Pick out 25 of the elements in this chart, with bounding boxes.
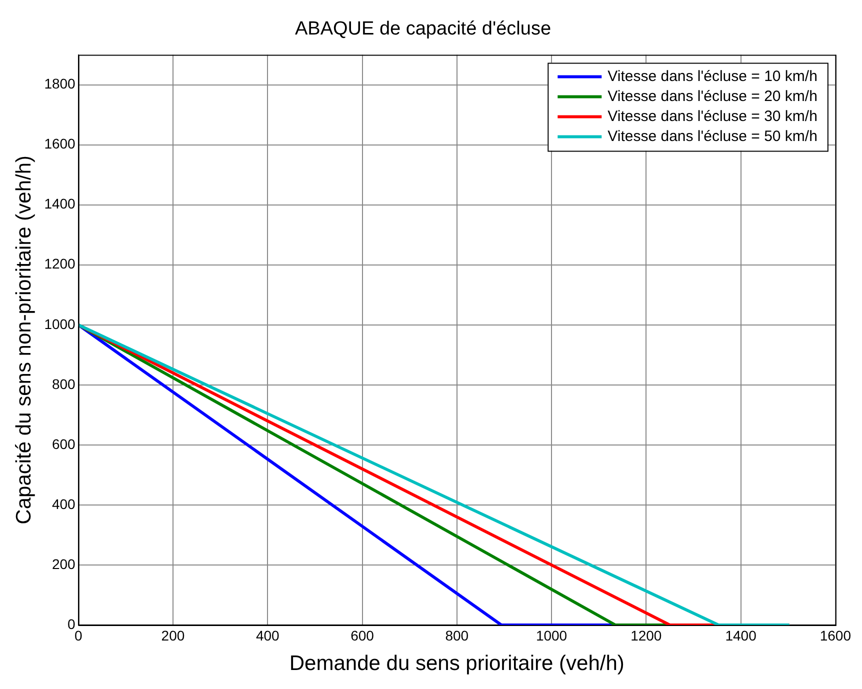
x-tick-label: 1400	[725, 627, 757, 644]
y-tick-label: 400	[52, 496, 76, 512]
y-tick-label: 800	[52, 376, 76, 392]
legend-label: Vitesse dans l'écluse = 30 km/h	[608, 108, 818, 125]
legend-label: Vitesse dans l'écluse = 50 km/h	[608, 128, 818, 145]
x-tick-label: 600	[350, 627, 374, 644]
x-tick-label: 1200	[630, 627, 662, 644]
y-tick-label: 1800	[44, 76, 76, 92]
legend-label: Vitesse dans l'écluse = 20 km/h	[608, 88, 818, 105]
x-axis-title: Demande du sens prioritaire (veh/h)	[289, 652, 624, 676]
chart-title: ABAQUE de capacité d'écluse	[294, 18, 552, 40]
y-tick-label: 1200	[44, 256, 76, 272]
y-tick-label: 1400	[44, 196, 76, 212]
x-tick-label: 1600	[820, 627, 852, 644]
y-tick-label: 1000	[44, 316, 76, 332]
x-tick-label: 800	[445, 627, 469, 644]
y-tick-label: 200	[52, 556, 76, 572]
y-tick-label: 600	[52, 436, 76, 452]
x-tick-label: 1000	[536, 627, 568, 644]
y-tick-label: 0	[68, 616, 76, 632]
legend-label: Vitesse dans l'écluse = 10 km/h	[608, 68, 818, 85]
y-tick-label: 1600	[44, 136, 76, 152]
x-tick-label: 400	[256, 627, 280, 644]
y-axis-title: Capacité du sens non-prioritaire (veh/h)	[12, 155, 36, 524]
x-tick-label: 200	[161, 627, 185, 644]
